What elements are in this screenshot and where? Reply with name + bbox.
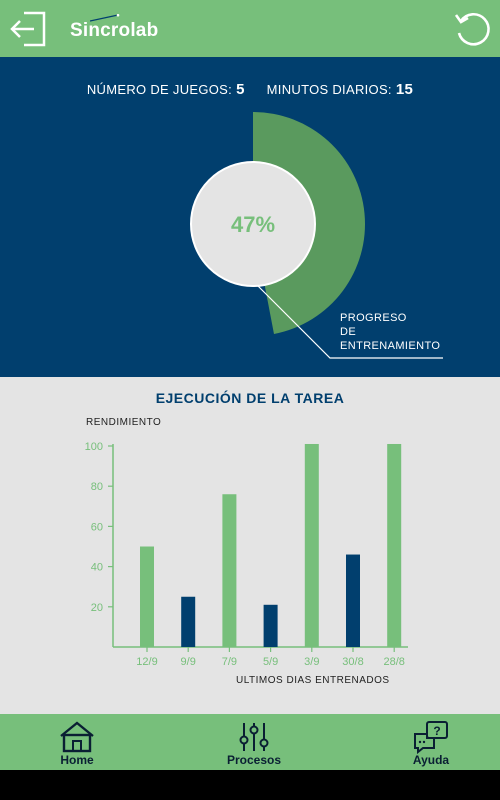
- nav-ayuda-label: Ayuda: [412, 753, 450, 767]
- performance-bar-chart: 20 40 60 80 100 12/9 9/9 7/9 5/9 3/9 30/8 28/8: [85, 441, 408, 668]
- nav-home-label: Home: [60, 753, 94, 767]
- y-tick-label: 80: [91, 481, 103, 493]
- logout-icon[interactable]: [8, 9, 48, 49]
- chart-bar: [387, 443, 402, 647]
- x-tick-label: 7/9: [222, 656, 237, 668]
- y-tick-label: 20: [91, 602, 103, 614]
- progress-arc: [253, 112, 366, 335]
- app-title: Sincrolab: [70, 20, 159, 41]
- chart-title: EJECUCIÓN DE LA TAREA: [155, 390, 345, 406]
- reset-icon[interactable]: [452, 8, 494, 50]
- progress-percent: 47%: [231, 212, 275, 237]
- bottom-nav: Home Procesos ? Ayuda: [0, 714, 500, 770]
- y-tick-label: 40: [91, 562, 103, 574]
- progress-caption: PROGRESO DE ENTRENAMIENTO: [340, 311, 440, 353]
- chart-bar: [304, 443, 319, 647]
- x-tick-label: 3/9: [304, 656, 319, 668]
- y-tick-label: 100: [85, 441, 103, 453]
- y-tick-label: 60: [91, 521, 103, 533]
- task-performance-panel: EJECUCIÓN DE LA TAREA RENDIMIENTO 20 40 60…: [0, 377, 500, 714]
- chart-bar: [140, 546, 154, 647]
- x-tick-label: 5/9: [263, 656, 278, 668]
- games-count-value: 5: [236, 81, 245, 98]
- x-tick-label: 28/8: [383, 656, 404, 668]
- chart-bar: [263, 604, 278, 647]
- chart-bar: [346, 554, 360, 647]
- system-bar: [0, 770, 500, 800]
- nav-procesos-label: Procesos: [226, 753, 282, 767]
- chart-y-label: RENDIMIENTO: [86, 417, 162, 428]
- nav-procesos[interactable]: Procesos: [199, 714, 309, 770]
- progress-ring: 47%: [190, 112, 443, 359]
- training-stats: NÚMERO DE JUEGOS: 5 MINUTOS DIARIOS: 15: [0, 81, 500, 98]
- games-count-label: NÚMERO DE JUEGOS:: [86, 82, 233, 97]
- progress-caption-line2: DE: [340, 326, 357, 338]
- daily-minutes-label: MINUTOS DIARIOS:: [266, 82, 392, 97]
- sliders-icon: [239, 723, 269, 751]
- training-progress-panel: NÚMERO DE JUEGOS: 5 MINUTOS DIARIOS: 15 47…: [0, 57, 500, 377]
- progress-caption-line1: PROGRESO: [340, 312, 407, 324]
- x-tick-label: 12/9: [136, 656, 157, 668]
- chart-x-label: ULTIMOS DIAS ENTRENADOS: [236, 675, 390, 686]
- nav-ayuda[interactable]: ? Ayuda: [376, 714, 486, 770]
- chart-bar: [222, 494, 237, 647]
- progress-center-circle: [190, 161, 316, 287]
- nav-home[interactable]: Home: [22, 714, 132, 770]
- help-chat-icon: ?: [414, 721, 448, 754]
- daily-minutes-value: 15: [395, 81, 414, 98]
- progress-leader-line: [257, 285, 443, 359]
- logo-accent-icon: [90, 14, 120, 22]
- svg-text:?: ?: [433, 724, 440, 738]
- x-tick-label: 9/9: [181, 656, 196, 668]
- chart-bar: [181, 596, 196, 647]
- x-tick-label: 30/8: [342, 656, 363, 668]
- progress-caption-line3: ENTRENAMIENTO: [340, 340, 441, 352]
- top-bar: Sincrolab: [0, 0, 500, 57]
- home-icon: [60, 721, 94, 753]
